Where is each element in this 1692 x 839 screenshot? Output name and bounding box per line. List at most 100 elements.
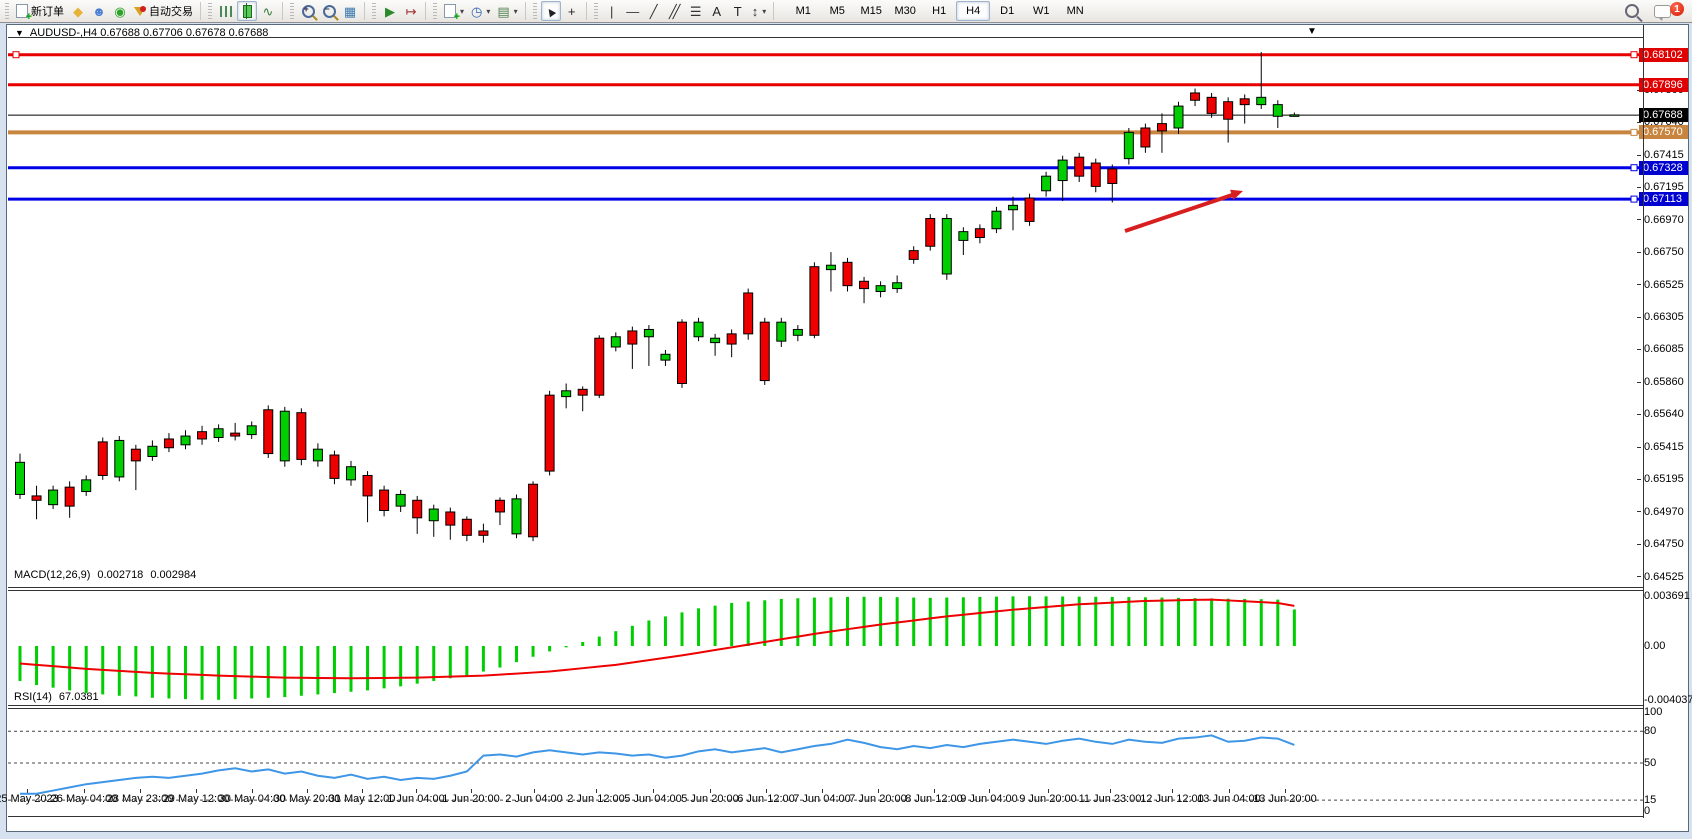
cursor-button[interactable]: ▲ bbox=[540, 1, 561, 21]
zoom-in-button-icon: + bbox=[301, 4, 315, 18]
time-label: 12 Jun 12:00 bbox=[1140, 793, 1204, 805]
arrows-button-icon: ↕ bbox=[751, 3, 759, 19]
tab-m15[interactable]: M15 bbox=[854, 1, 888, 21]
candle-body bbox=[1024, 197, 1035, 222]
tab-m1[interactable]: M1 bbox=[786, 1, 820, 21]
price-badge-0.68102: 0.68102 bbox=[1639, 47, 1688, 62]
time-label: 13 Jun 20:00 bbox=[1253, 793, 1317, 805]
tab-d1-label: D1 bbox=[1000, 5, 1015, 17]
metaeditor-button[interactable]: ◆ bbox=[68, 1, 88, 21]
time-tick bbox=[1285, 789, 1286, 793]
time-label: 7 Jun 04:00 bbox=[793, 793, 851, 805]
chart-header: ▼ AUDUSD-,H4 0.67688 0.67706 0.67678 0.6… bbox=[15, 27, 268, 39]
time-tick bbox=[989, 789, 990, 793]
new-order-button[interactable]: 新订单 bbox=[13, 1, 67, 23]
price-tick: 0.64750 bbox=[1637, 538, 1684, 550]
candle-body bbox=[197, 431, 208, 440]
periods-button[interactable]: ◷ ▾ bbox=[468, 1, 493, 21]
time-label: 1 Jun 04:00 bbox=[387, 793, 445, 805]
tab-w1[interactable]: W1 bbox=[1024, 1, 1058, 21]
toolbar-grip bbox=[208, 3, 212, 19]
candle-body bbox=[1008, 204, 1018, 211]
candle-body bbox=[759, 321, 770, 382]
candle-body bbox=[1123, 131, 1134, 160]
signals-button[interactable]: ◉ bbox=[110, 1, 130, 21]
new-order-button-label: 新订单 bbox=[31, 6, 64, 18]
channel-button[interactable]: ╱╱ bbox=[665, 1, 685, 21]
candle-body bbox=[379, 489, 390, 512]
indicators-button[interactable]: ▾ bbox=[441, 1, 467, 23]
resistance-line-1-handle[interactable] bbox=[1630, 51, 1638, 59]
indicators-button-icon bbox=[444, 4, 460, 23]
tile-windows-button[interactable]: ▦ bbox=[340, 1, 360, 21]
chart-title-ohlc: AUDUSD-,H4 0.67688 0.67706 0.67678 0.676… bbox=[29, 27, 269, 39]
candlestick-chart-button[interactable] bbox=[237, 1, 257, 21]
tab-h1[interactable]: H1 bbox=[922, 1, 956, 21]
candle-body bbox=[362, 474, 373, 497]
horizontal-line-button[interactable]: — bbox=[623, 1, 643, 21]
search-icon bbox=[1625, 4, 1639, 18]
candle-body bbox=[1090, 162, 1101, 187]
notification-badge[interactable]: 1 bbox=[1670, 2, 1684, 16]
auto-scroll-button-icon: ▶ bbox=[385, 3, 395, 19]
tab-h1-label: H1 bbox=[932, 5, 947, 17]
pane-separator bbox=[8, 708, 1643, 709]
trendline-button[interactable]: ╱ bbox=[644, 1, 664, 21]
macd-main-value: 0.002718 bbox=[97, 569, 144, 581]
chart-shift-marker[interactable]: ▼ bbox=[1307, 26, 1317, 37]
chart-shift-button[interactable]: ↦ bbox=[401, 1, 421, 21]
zoom-out-button[interactable]: − bbox=[319, 1, 339, 21]
support-line-1-handle[interactable] bbox=[1630, 164, 1638, 172]
zoom-in-button[interactable]: + bbox=[298, 1, 318, 21]
candle-body bbox=[147, 445, 158, 457]
dropdown-caret-icon: ▾ bbox=[460, 6, 465, 16]
chat-button[interactable] bbox=[1651, 1, 1674, 21]
candle-body bbox=[677, 321, 687, 384]
time-tick bbox=[252, 789, 253, 793]
trend-arrow-annotation[interactable] bbox=[1124, 192, 1236, 233]
templates-button[interactable]: ▤ ▾ bbox=[494, 1, 520, 21]
tab-m1-label: M1 bbox=[795, 5, 811, 17]
strategy-tester-button[interactable]: ☻ bbox=[89, 1, 109, 21]
price-tick: 0.66750 bbox=[1637, 246, 1684, 258]
bar-chart-button[interactable] bbox=[216, 1, 236, 21]
time-label: 25 May 2023 bbox=[0, 793, 59, 805]
auto-trading-button[interactable]: 自动交易 bbox=[131, 1, 196, 21]
search-button[interactable] bbox=[1622, 1, 1642, 21]
candle-body bbox=[15, 461, 25, 495]
candle-body bbox=[1206, 96, 1217, 114]
line-chart-button[interactable]: ∿ bbox=[258, 1, 278, 21]
auto-scroll-button[interactable]: ▶ bbox=[380, 1, 400, 21]
price-badge-0.67688: 0.67688 bbox=[1639, 108, 1688, 123]
candle-body bbox=[693, 321, 704, 338]
tab-m5[interactable]: M5 bbox=[820, 1, 854, 21]
candle-body bbox=[1140, 127, 1151, 148]
candle-body bbox=[974, 228, 985, 238]
fibonacci-button[interactable]: ☰ bbox=[686, 1, 706, 21]
price-tick-label: 0.67195 bbox=[1644, 181, 1684, 194]
tab-d1[interactable]: D1 bbox=[990, 1, 1024, 21]
arrows-button[interactable]: ↕ ▾ bbox=[749, 1, 770, 21]
vertical-line-button[interactable]: | bbox=[602, 1, 622, 21]
candle-body bbox=[1074, 156, 1085, 177]
crosshair-button[interactable]: + bbox=[562, 1, 582, 21]
support-line-2-handle[interactable] bbox=[1630, 195, 1638, 203]
text-label-button[interactable]: T bbox=[728, 1, 748, 21]
toolbar-grip bbox=[290, 3, 294, 19]
time-tick bbox=[1172, 789, 1173, 793]
candle-body bbox=[743, 292, 754, 335]
price-badge-0.67328: 0.67328 bbox=[1639, 160, 1688, 175]
rsi-pane bbox=[8, 730, 1643, 801]
time-label: 30 May 20:00 bbox=[273, 793, 341, 805]
main-chart[interactable] bbox=[8, 37, 1643, 587]
price-tick: 0.67415 bbox=[1637, 149, 1684, 161]
resistance-line-1-handle[interactable] bbox=[12, 51, 20, 59]
candle-body bbox=[230, 432, 241, 437]
tab-mn[interactable]: MN bbox=[1058, 1, 1092, 21]
pivot-line-handle[interactable] bbox=[1630, 128, 1638, 136]
time-label: 5 Jun 20:00 bbox=[681, 793, 739, 805]
text-button[interactable]: A bbox=[707, 1, 727, 21]
tab-h4[interactable]: H4 bbox=[956, 1, 991, 21]
tab-m30[interactable]: M30 bbox=[888, 1, 922, 21]
symbol-dropdown-icon[interactable]: ▼ bbox=[15, 28, 24, 38]
